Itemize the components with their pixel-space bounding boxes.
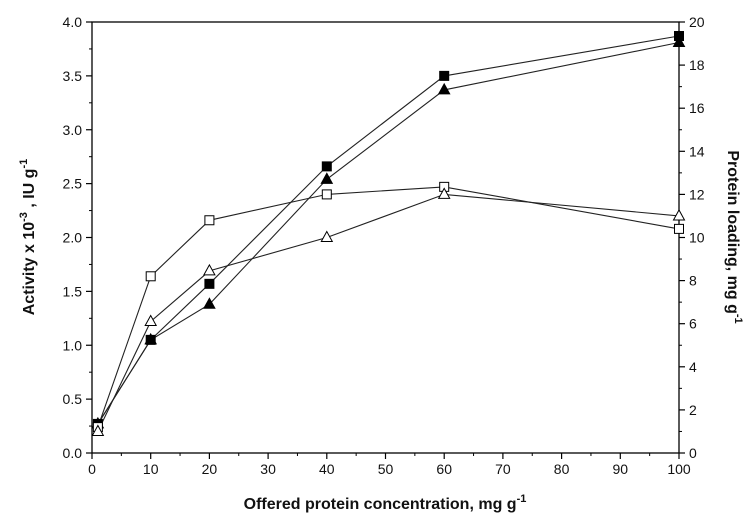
data-point-open-triangle	[144, 314, 158, 327]
data-point-open-triangle	[203, 263, 216, 276]
y-right-tick-label: 4	[689, 359, 697, 375]
y-left-tick-label: 2.0	[63, 230, 83, 246]
x-axis-title: Offered protein concentration, mg g-1	[244, 493, 527, 513]
y-right-tick-label: 16	[689, 100, 705, 116]
y-axis-right: 0 2 4 6 8 10 12 14 16 18 20	[679, 14, 705, 461]
data-point-open-triangle	[91, 424, 105, 436]
x-tick-label: 0	[88, 461, 96, 477]
series-line-filled-triangle	[97, 41, 680, 425]
y-left-tick-label: 4.0	[63, 14, 83, 30]
y-axis-left-title: Activity x 10-3 , IU g-1	[18, 159, 38, 316]
plot-frame	[91, 21, 680, 454]
data-point-filled-square	[204, 278, 215, 289]
data-point-open-triangle	[437, 187, 451, 199]
x-tick-label: 100	[667, 461, 691, 477]
y-right-tick-label: 12	[689, 186, 705, 202]
y-left-tick-label: 0.0	[63, 445, 83, 461]
x-tick-label: 60	[436, 461, 452, 477]
series-markers	[91, 31, 686, 436]
data-point-open-square	[321, 189, 332, 200]
series-lines	[97, 35, 680, 432]
data-point-open-square	[674, 223, 684, 234]
y-left-tick-label: 3.0	[63, 122, 83, 138]
x-tick-label: 40	[319, 461, 335, 477]
series-line-open-square	[97, 186, 680, 428]
x-tick-label: 50	[378, 461, 394, 477]
y-right-tick-label: 10	[689, 230, 705, 246]
y-left-tick-label: 3.5	[63, 68, 83, 84]
y-right-tick-label: 2	[689, 402, 697, 418]
data-point-filled-triangle	[203, 297, 216, 309]
y-right-tick-label: 6	[689, 316, 697, 332]
x-tick-label: 70	[495, 461, 511, 477]
y-right-tick-label: 20	[689, 14, 705, 30]
x-tick-label: 30	[260, 461, 276, 477]
data-point-filled-triangle	[672, 35, 686, 47]
data-point-filled-square	[321, 161, 332, 172]
x-tick-label: 80	[554, 461, 570, 477]
y-left-tick-label: 0.5	[63, 391, 83, 407]
data-point-open-square	[145, 271, 156, 282]
y-right-tick-label: 0	[689, 445, 697, 461]
series-line-filled-square	[97, 35, 680, 425]
data-point-filled-square	[439, 70, 450, 81]
x-tick-label: 20	[202, 461, 218, 477]
x-axis: 0 10 20 30 40 50 60 70 80 90 100	[88, 453, 691, 477]
data-point-filled-triangle	[437, 82, 451, 95]
x-tick-label: 90	[613, 461, 629, 477]
data-point-open-square	[204, 215, 215, 226]
y-left-tick-label: 1.0	[63, 337, 83, 353]
x-tick-label: 10	[143, 461, 159, 477]
y-right-tick-label: 8	[689, 273, 697, 289]
data-point-filled-triangle	[144, 332, 158, 345]
y-left-tick-label: 1.5	[63, 283, 83, 299]
y-axis-left: 0.0 0.5 1.0 1.5 2.0 2.5 3.0 3.5 4.0	[63, 14, 92, 461]
series-line-open-triangle	[97, 193, 680, 432]
y-left-tick-label: 2.5	[63, 176, 83, 192]
data-point-filled-triangle	[320, 172, 334, 184]
y-axis-right-title: Protein loading, mg g-1	[724, 150, 744, 323]
y-right-tick-label: 18	[689, 57, 705, 73]
y-right-tick-label: 14	[689, 143, 705, 159]
data-point-open-triangle	[672, 208, 686, 221]
data-point-open-triangle	[320, 230, 334, 242]
